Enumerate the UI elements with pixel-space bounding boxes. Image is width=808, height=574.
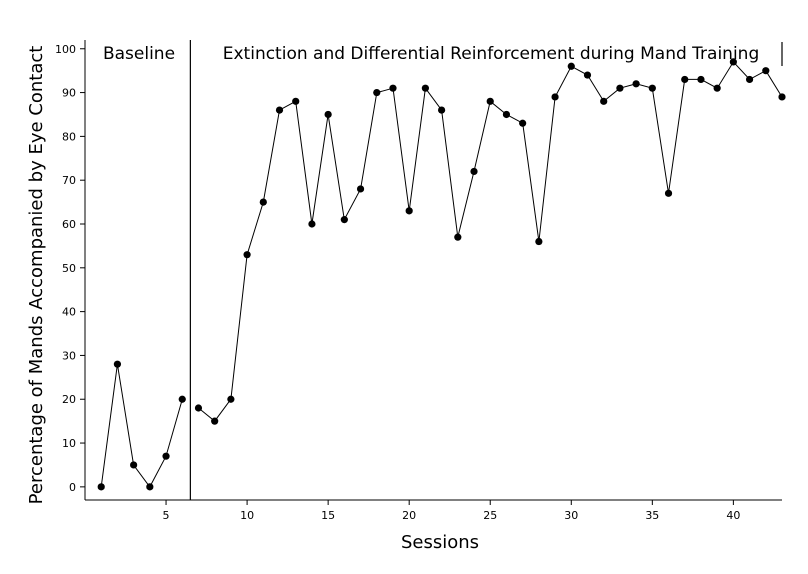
data-point	[697, 75, 705, 84]
data-point	[324, 110, 332, 119]
x-tick-label: 5	[163, 509, 170, 522]
x-tick-label: 40	[726, 509, 740, 522]
data-point	[632, 80, 640, 88]
data-point	[178, 395, 186, 403]
x-tick-label: 35	[645, 509, 659, 522]
data-point	[616, 84, 624, 92]
y-axis-title: Percentage of Mands Accompanied by Eye C…	[26, 46, 47, 505]
axes	[84, 40, 782, 501]
data-point	[486, 97, 494, 105]
x-tick-label: 30	[564, 509, 578, 522]
y-axis-ticks: 0 10 20 30 40 50 60 70 80 90 100	[55, 43, 85, 494]
data-point	[130, 461, 138, 469]
x-axis-ticks: 5 10 15 20 25 30 35 40	[163, 500, 740, 522]
data-point	[778, 93, 786, 101]
y-tick-label: 20	[62, 393, 76, 406]
data-point	[227, 395, 235, 403]
x-tick-label: 15	[321, 509, 335, 522]
phase-label-treatment: Extinction and Differential Reinforcemen…	[223, 44, 760, 64]
data-point	[373, 88, 381, 97]
data-point	[600, 97, 608, 105]
data-point	[438, 106, 446, 114]
phase-change-lines	[189, 40, 783, 500]
data-point	[308, 220, 316, 228]
data-point	[583, 71, 592, 79]
data-point	[259, 198, 267, 206]
data-point	[470, 167, 478, 176]
x-tick-label: 20	[402, 509, 416, 522]
x-tick-label: 25	[483, 509, 497, 522]
data-point	[194, 404, 203, 412]
series-line-phase-1	[100, 364, 183, 488]
data-point	[648, 84, 656, 92]
data-point	[146, 483, 154, 491]
data-point	[551, 93, 559, 101]
data-point	[421, 84, 429, 92]
phase-label-baseline: Baseline	[103, 44, 175, 64]
data-series	[97, 58, 786, 491]
y-tick-label: 50	[62, 262, 76, 275]
y-tick-label: 30	[62, 349, 76, 362]
y-tick-label: 100	[55, 43, 76, 56]
x-tick-label: 10	[240, 509, 254, 522]
data-point	[162, 452, 170, 460]
data-point	[275, 106, 284, 114]
y-tick-label: 70	[62, 174, 76, 187]
y-tick-label: 80	[62, 130, 76, 143]
data-point	[340, 216, 348, 224]
y-tick-label: 10	[62, 437, 76, 450]
data-point	[729, 58, 737, 66]
data-point	[745, 75, 754, 84]
data-point	[664, 189, 673, 197]
y-tick-label: 40	[62, 306, 76, 319]
data-point	[454, 233, 462, 241]
data-point	[292, 97, 300, 105]
data-point	[97, 483, 105, 491]
series-line-phase-2	[198, 61, 783, 422]
data-point	[211, 417, 219, 425]
y-tick-label: 90	[62, 87, 76, 100]
data-point	[713, 84, 721, 92]
data-point	[762, 67, 770, 75]
x-axis-title: Sessions	[401, 532, 479, 553]
y-tick-label: 60	[62, 218, 76, 231]
data-point	[681, 75, 689, 84]
data-point	[243, 251, 251, 259]
data-point	[502, 110, 511, 119]
data-point	[356, 185, 365, 193]
data-point	[113, 360, 122, 368]
data-point	[389, 84, 397, 92]
y-tick-label: 0	[69, 481, 76, 494]
data-point	[535, 237, 543, 246]
data-point	[567, 62, 575, 70]
data-point	[519, 119, 527, 127]
data-point	[405, 207, 413, 215]
